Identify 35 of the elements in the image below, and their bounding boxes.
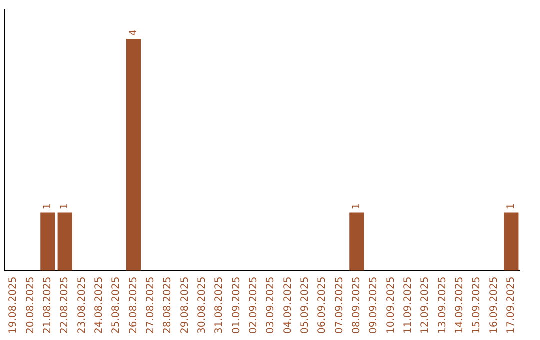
x-tick-label: 15.09.2025 xyxy=(472,276,483,334)
x-tick-label: 11.09.2025 xyxy=(403,276,414,334)
x-tick-label: 19.08.2025 xyxy=(8,276,20,334)
data-label: 1 xyxy=(352,203,363,210)
x-tick-label: 08.09.2025 xyxy=(352,276,363,334)
x-tick-label: 22.08.2025 xyxy=(60,276,71,334)
x-tick-label: 31.08.2025 xyxy=(214,276,226,334)
x-tick-label: 06.09.2025 xyxy=(317,276,328,334)
x-tick-label: 02.09.2025 xyxy=(248,276,260,334)
data-label: 1 xyxy=(506,203,518,210)
x-tick-label: 25.08.2025 xyxy=(111,276,122,334)
x-tick-label: 17.09.2025 xyxy=(506,276,518,334)
x-tick-label: 27.08.2025 xyxy=(146,276,157,334)
x-tick-label: 28.08.2025 xyxy=(162,276,174,334)
x-tick-label: 24.08.2025 xyxy=(94,276,106,334)
x-tick-label: 13.09.2025 xyxy=(437,276,448,334)
x-tick-label: 16.09.2025 xyxy=(488,276,500,334)
x-tick-label: 20.08.2025 xyxy=(25,276,36,334)
x-tick-label: 12.09.2025 xyxy=(420,276,432,334)
data-label: 1 xyxy=(42,203,54,210)
x-tick-label: 29.08.2025 xyxy=(180,276,191,334)
x-tick-label: 01.09.2025 xyxy=(231,276,242,334)
x-tick-label: 04.09.2025 xyxy=(282,276,294,334)
x-tick-label: 23.08.2025 xyxy=(76,276,88,334)
x-tick-label: 03.09.2025 xyxy=(266,276,277,334)
x-tick-label: 14.09.2025 xyxy=(454,276,466,334)
x-tick-label: 05.09.2025 xyxy=(300,276,312,334)
x-tick-label: 26.08.2025 xyxy=(128,276,140,334)
x-tick-label: 10.09.2025 xyxy=(386,276,397,334)
data-label: 4 xyxy=(128,30,140,36)
x-tick-label: 07.09.2025 xyxy=(334,276,346,334)
x-tick-label: 30.08.2025 xyxy=(197,276,208,334)
x-tick-label: 09.09.2025 xyxy=(368,276,380,334)
x-tick-label: 21.08.2025 xyxy=(42,276,54,334)
data-label: 1 xyxy=(60,203,71,210)
